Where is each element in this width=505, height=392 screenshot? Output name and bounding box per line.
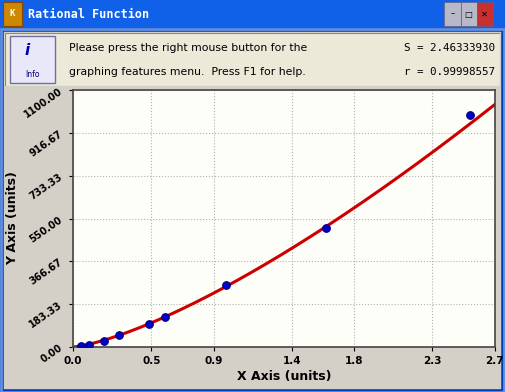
FancyBboxPatch shape <box>461 2 477 26</box>
Point <box>161 314 169 320</box>
Point <box>115 332 123 338</box>
Text: Rational Function: Rational Function <box>28 7 149 21</box>
Text: Info: Info <box>25 70 39 79</box>
Y-axis label: Y Axis (units): Y Axis (units) <box>7 172 19 265</box>
Point <box>222 282 230 288</box>
Point <box>145 320 154 327</box>
X-axis label: X Axis (units): X Axis (units) <box>237 370 331 383</box>
Point <box>77 343 85 349</box>
Text: i: i <box>25 43 30 58</box>
Text: □: □ <box>465 10 473 18</box>
FancyBboxPatch shape <box>444 2 461 26</box>
Point <box>466 112 474 118</box>
Text: K: K <box>10 9 15 18</box>
Point <box>322 225 330 231</box>
FancyBboxPatch shape <box>10 36 55 83</box>
Text: r = 0.99998557: r = 0.99998557 <box>404 67 495 77</box>
FancyBboxPatch shape <box>5 33 500 86</box>
Point <box>84 341 92 348</box>
FancyBboxPatch shape <box>3 2 22 26</box>
Text: Please press the right mouse button for the: Please press the right mouse button for … <box>69 43 308 53</box>
Text: graphing features menu.  Press F1 for help.: graphing features menu. Press F1 for hel… <box>69 67 306 77</box>
FancyBboxPatch shape <box>477 2 493 26</box>
Text: S = 2.46333930: S = 2.46333930 <box>404 43 495 53</box>
Text: ✕: ✕ <box>481 10 488 18</box>
Text: –: – <box>450 10 454 18</box>
Point <box>99 338 108 344</box>
